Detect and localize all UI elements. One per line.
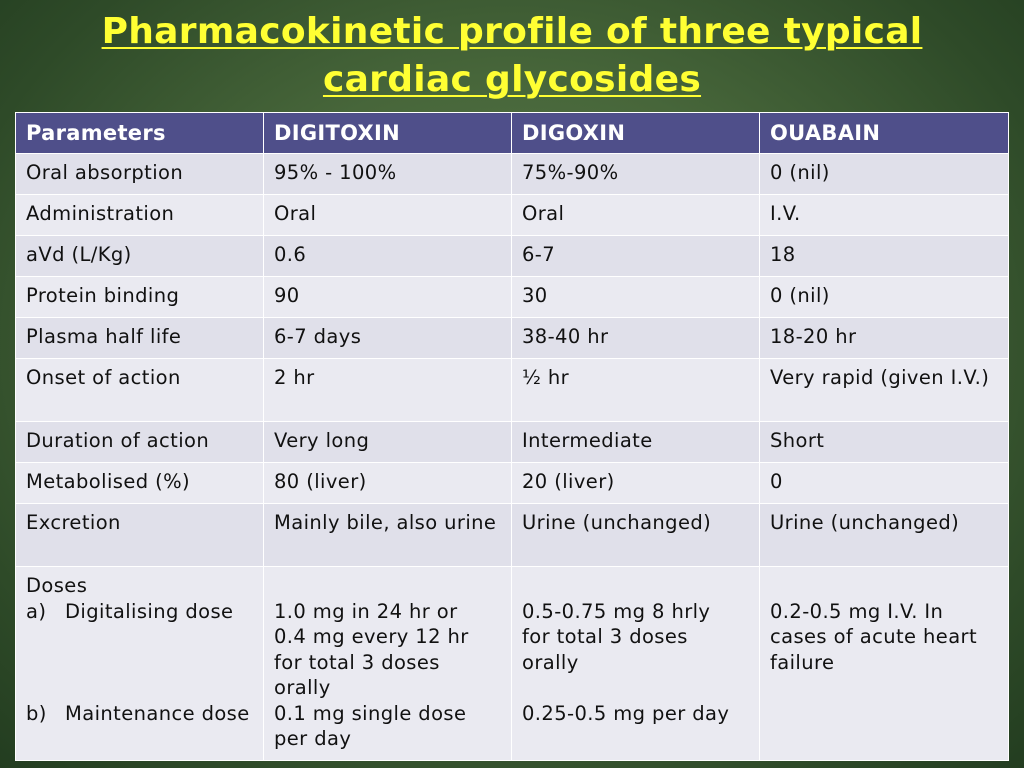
table-cell-ouabain: Very rapid (given I.V.) (759, 358, 1009, 422)
table-cell-parameter: Protein binding (15, 276, 264, 318)
table-cell-ouabain: I.V. (759, 194, 1009, 236)
table-cell-digoxin: Oral (511, 194, 760, 236)
table-cell-digoxin: 38-40 hr (511, 317, 760, 359)
table-row-protein-binding: Protein binding 90 30 0 (nil) (15, 276, 1009, 318)
digoxin-digitalising-line: for total 3 doses (522, 625, 688, 648)
spacer (770, 573, 998, 599)
spacer (522, 675, 749, 701)
spacer (26, 675, 253, 701)
digitalising-dose-label: a) Digitalising dose (26, 599, 253, 625)
slide-title-line-1: Pharmacokinetic profile of three typical (101, 11, 923, 52)
doses-label: Doses (26, 574, 88, 597)
digoxin-digitalising-line: orally (522, 650, 579, 674)
table-row-excretion: Excretion Mainly bile, also urine Urine … (15, 503, 1009, 567)
table-cell-digitoxin: Mainly bile, also urine (263, 503, 512, 567)
spacer (26, 650, 253, 676)
table-row-administration: Administration Oral Oral I.V. (15, 194, 1009, 236)
table-cell-digitoxin: 1.0 mg in 24 hr or 0.4 mg every 12 hr fo… (263, 566, 512, 761)
table-cell-digoxin: 20 (liver) (511, 462, 760, 504)
digitoxin-digitalising-line: 1.0 mg in 24 hr or (274, 599, 458, 623)
table-cell-parameter: Duration of action (15, 421, 264, 463)
slide-title: Pharmacokinetic profile of three typical… (0, 8, 1024, 104)
column-header-digoxin: DIGOXIN (511, 112, 760, 154)
table-cell-digoxin: Urine (unchanged) (511, 503, 760, 567)
table-cell-digitoxin: 80 (liver) (263, 462, 512, 504)
table-cell-parameter: Onset of action (15, 358, 264, 422)
table-cell-digoxin: Intermediate (511, 421, 760, 463)
table-cell-ouabain: Short (759, 421, 1009, 463)
table-cell-ouabain: 18 (759, 235, 1009, 277)
table-cell-ouabain: 0 (759, 462, 1009, 504)
slide-title-line-2: cardiac glycosides (322, 59, 702, 100)
column-header-digitoxin: DIGITOXIN (263, 112, 512, 154)
table-row-onset-of-action: Onset of action 2 hr ½ hr Very rapid (gi… (15, 358, 1009, 422)
table-cell-parameter: Oral absorption (15, 153, 264, 195)
column-header-ouabain: OUABAIN (759, 112, 1009, 154)
table-row-avd: aVd (L/Kg) 0.6 6-7 18 (15, 235, 1009, 277)
dose-marker-b: b) (26, 701, 47, 725)
table-cell-digitoxin: 95% - 100% (263, 153, 512, 195)
table-cell-ouabain: 0 (nil) (759, 276, 1009, 318)
column-header-parameters: Parameters (15, 112, 264, 154)
digoxin-maintenance-line: 0.25-0.5 mg per day (522, 701, 730, 725)
table-row-metabolised: Metabolised (%) 80 (liver) 20 (liver) 0 (15, 462, 1009, 504)
table-cell-digoxin: ½ hr (511, 358, 760, 422)
spacer (26, 624, 253, 650)
digitoxin-maintenance-line: 0.1 mg single dose (274, 701, 467, 725)
table-cell-parameter: Administration (15, 194, 264, 236)
digitoxin-digitalising-line: orally (274, 676, 331, 699)
digoxin-digitalising-line: 0.5-0.75 mg 8 hrly (522, 599, 711, 623)
table-cell-digitoxin: 2 hr (263, 358, 512, 422)
table-row-doses: Doses a) Digitalising dose b) Maintenance … (15, 566, 1009, 761)
table-cell-digitoxin: 6-7 days (263, 317, 512, 359)
pharmacokinetic-table: Parameters DIGITOXIN DIGOXIN OUABAIN Ora… (15, 112, 1009, 761)
table-cell-digoxin: 0.5-0.75 mg 8 hrly for total 3 doses ora… (511, 566, 760, 761)
maintenance-dose-label: b) Maintenance dose (26, 701, 253, 727)
ouabain-digitalising-line: failure (770, 650, 835, 674)
table-cell-digoxin: 6-7 (511, 235, 760, 277)
dose-label-b: Maintenance dose (65, 701, 250, 725)
ouabain-digitalising-line: 0.2-0.5 mg I.V. In (770, 599, 944, 623)
table-row-plasma-half-life: Plasma half life 6-7 days 38-40 hr 18-20… (15, 317, 1009, 359)
digitoxin-digitalising-line: for total 3 doses (274, 650, 440, 674)
table-cell-digoxin: 75%-90% (511, 153, 760, 195)
table-cell-parameter: aVd (L/Kg) (15, 235, 264, 277)
ouabain-digitalising-line: cases of acute heart (770, 625, 978, 648)
table-cell-parameter: Metabolised (%) (15, 462, 264, 504)
table-cell-ouabain: 18-20 hr (759, 317, 1009, 359)
table-header-row: Parameters DIGITOXIN DIGOXIN OUABAIN (15, 112, 1009, 154)
table-cell-digitoxin: 90 (263, 276, 512, 318)
table-cell-parameter: Plasma half life (15, 317, 264, 359)
table-cell-ouabain: Urine (unchanged) (759, 503, 1009, 567)
dose-label-a: Digitalising dose (65, 599, 234, 623)
table-cell-digitoxin: Oral (263, 194, 512, 236)
table-cell-digitoxin: Very long (263, 421, 512, 463)
dose-marker-a: a) (26, 599, 47, 623)
table-cell-ouabain: 0 (nil) (759, 153, 1009, 195)
spacer (522, 573, 749, 599)
table-cell-parameter: Excretion (15, 503, 264, 567)
table-row-oral-absorption: Oral absorption 95% - 100% 75%-90% 0 (ni… (15, 153, 1009, 195)
table-cell-ouabain: 0.2-0.5 mg I.V. In cases of acute heart … (759, 566, 1009, 761)
spacer (274, 573, 501, 599)
digitoxin-maintenance-line: per day (274, 727, 352, 750)
digitoxin-digitalising-line: 0.4 mg every 12 hr (274, 625, 469, 648)
table-row-duration-of-action: Duration of action Very long Intermediat… (15, 421, 1009, 463)
table-cell-digoxin: 30 (511, 276, 760, 318)
table-cell-parameter: Doses a) Digitalising dose b) Maintenance … (15, 566, 264, 761)
table-cell-digitoxin: 0.6 (263, 235, 512, 277)
